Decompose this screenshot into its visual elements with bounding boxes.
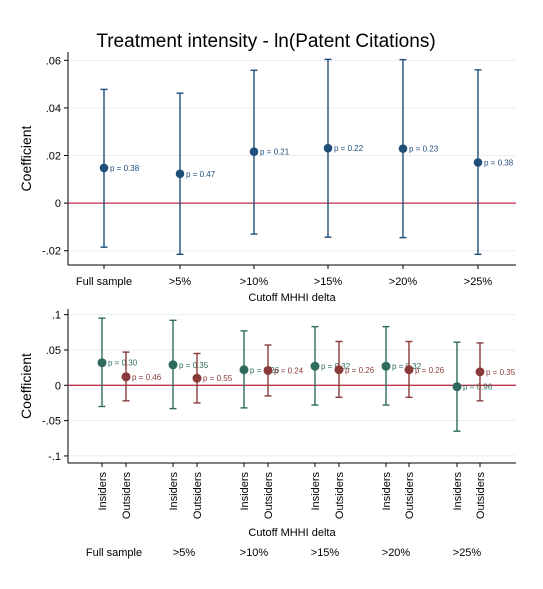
top-panel-x-tick-label: >5% xyxy=(169,276,192,288)
bottom-panel-y-tick-label: -.1 xyxy=(48,451,61,463)
bottom-panel-y-tick-label: .05 xyxy=(46,345,61,357)
top-panel-y-tick-label: .06 xyxy=(46,55,61,67)
top-panel-pvalue-label: p = 0.22 xyxy=(334,144,364,153)
bottom-panel-estimate-point xyxy=(168,360,178,370)
bottom-panel-group-label: Outsiders xyxy=(404,472,416,520)
bottom-panel-pvalue-label: p = 0.35 xyxy=(486,368,516,377)
top-panel-estimate-point xyxy=(323,143,333,153)
bottom-panel-estimate-point xyxy=(452,382,462,392)
bottom-panel-group-label: Insiders xyxy=(97,472,109,511)
top-panel-x-tick-label: >10% xyxy=(240,276,269,288)
bottom-panel-y-tick-label: 0 xyxy=(55,380,61,392)
top-panel-y-tick-label: .04 xyxy=(46,103,61,115)
bottom-panel-group-label: Insiders xyxy=(381,472,393,511)
top-panel-pvalue-label: p = 0.21 xyxy=(260,148,290,157)
bottom-panel-category-label: >25% xyxy=(453,547,482,559)
top-panel-estimate-point xyxy=(398,144,408,153)
bottom-panel-pvalue-label: p = 0.26 xyxy=(415,366,445,375)
bottom-panel-x-axis-label: Cutoff MHHI delta xyxy=(248,527,336,539)
bottom-panel-estimate-point xyxy=(263,365,273,375)
top-panel-y-tick-label: .02 xyxy=(46,151,61,163)
bottom-panel-pvalue-label: p = 0.46 xyxy=(132,373,162,382)
bottom-panel-group-label: Outsiders xyxy=(475,472,487,520)
bottom-panel-estimate-point xyxy=(475,367,485,377)
bottom-panel-group-label: Outsiders xyxy=(334,472,346,520)
bottom-panel-group-label: Outsiders xyxy=(192,472,204,520)
top-panel-estimate-point xyxy=(473,158,483,167)
top-panel-x-axis-label: Cutoff MHHI delta xyxy=(248,292,336,304)
bottom-panel-group-label: Insiders xyxy=(452,472,464,511)
bottom-panel-y-tick-label: -.05 xyxy=(42,416,61,428)
bottom-panel-category-label: >20% xyxy=(382,547,411,559)
bottom-panel-estimate-point xyxy=(121,372,131,382)
top-panel-pvalue-label: p = 0.23 xyxy=(409,145,439,154)
bottom-panel-group-label: Outsiders xyxy=(263,472,275,520)
top-panel-estimate-point xyxy=(249,147,259,157)
bottom-panel-estimate-point xyxy=(97,358,107,368)
bottom-panel-pvalue-label: p = 0.96 xyxy=(463,383,493,392)
top-panel-x-tick-label: >15% xyxy=(314,276,343,288)
bottom-panel-group-label: Insiders xyxy=(239,472,251,511)
bottom-panel-estimate-point xyxy=(192,373,202,383)
bottom-panel-pvalue-label: p = 0.24 xyxy=(274,366,304,375)
bottom-panel-pvalue-label: p = 0.30 xyxy=(108,359,138,368)
bottom-panel-category-label: >15% xyxy=(311,547,340,559)
bottom-panel-y-tick-label: .1 xyxy=(52,310,61,322)
bottom-panel-pvalue-label: p = 0.35 xyxy=(179,361,209,370)
bottom-panel-estimate-point xyxy=(239,365,249,375)
top-panel-pvalue-label: p = 0.47 xyxy=(186,170,216,179)
bottom-panel-estimate-point xyxy=(310,361,320,371)
bottom-panel-estimate-point xyxy=(381,361,391,371)
top-panel-pvalue-label: p = 0.38 xyxy=(110,164,140,173)
top-panel-x-tick-label: >20% xyxy=(389,276,418,288)
top-panel-y-axis-label: Coefficient xyxy=(18,125,34,191)
bottom-panel-pvalue-label: p = 0.55 xyxy=(203,374,233,383)
top-panel-estimate-point xyxy=(175,169,185,179)
bottom-panel-category-label: >5% xyxy=(173,547,196,559)
top-panel-x-tick-label: Full sample xyxy=(76,276,132,288)
top-panel-pvalue-label: p = 0.38 xyxy=(484,158,514,167)
bottom-panel-category-label: Full sample xyxy=(86,547,142,559)
bottom-panel-group-label: Outsiders xyxy=(121,472,133,520)
top-panel-x-tick-label: >25% xyxy=(464,276,493,288)
bottom-panel-estimate-point xyxy=(334,365,344,375)
top-panel-y-tick-label: 0 xyxy=(55,198,61,210)
bottom-panel-y-axis-label: Coefficient xyxy=(18,353,34,419)
bottom-panel-estimate-point xyxy=(404,365,414,375)
bottom-panel-pvalue-label: p = 0.26 xyxy=(345,366,375,375)
top-panel-y-tick-label: -.02 xyxy=(42,246,61,258)
bottom-panel-group-label: Insiders xyxy=(168,472,180,511)
bottom-panel-category-label: >10% xyxy=(240,547,269,559)
bottom-panel-group-label: Insiders xyxy=(310,472,322,511)
chart-title: Treatment intensity - ln(Patent Citation… xyxy=(96,31,435,52)
top-panel-estimate-point xyxy=(99,163,109,173)
